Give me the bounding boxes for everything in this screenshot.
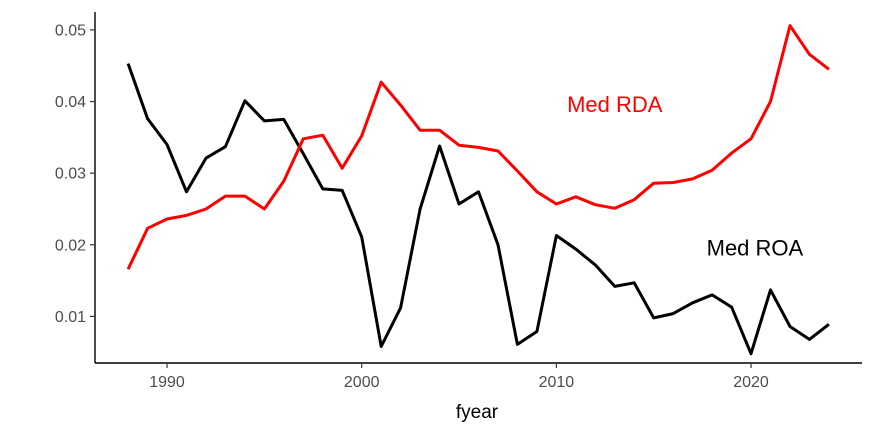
series-line-med-roa xyxy=(126,63,830,356)
x-axis-title: fyear xyxy=(456,402,499,423)
series-lines xyxy=(126,24,830,356)
series-line-med-rda xyxy=(126,24,830,270)
annotations: Med RDA Med ROA xyxy=(567,92,803,260)
series-label-med-roa: Med ROA xyxy=(707,235,804,260)
x-tick-label: 2010 xyxy=(539,374,575,391)
axes: 0.01 0.02 0.03 0.04 0.05 1990 2000 2010 2020 xyxy=(55,12,862,391)
x-tick-label: 1990 xyxy=(149,374,185,391)
y-tick-label: 0.05 xyxy=(55,22,86,39)
series-label-med-rda: Med RDA xyxy=(567,92,663,117)
y-tick-label: 0.02 xyxy=(55,237,86,254)
y-tick-label: 0.04 xyxy=(55,94,86,111)
y-tick-label: 0.03 xyxy=(55,166,86,183)
y-tick-label: 0.01 xyxy=(55,309,86,326)
x-tick-label: 2000 xyxy=(344,374,380,391)
x-tick-label: 2020 xyxy=(733,374,769,391)
